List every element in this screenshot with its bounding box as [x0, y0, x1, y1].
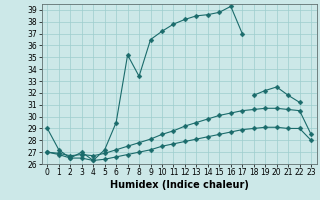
X-axis label: Humidex (Indice chaleur): Humidex (Indice chaleur) [110, 180, 249, 190]
